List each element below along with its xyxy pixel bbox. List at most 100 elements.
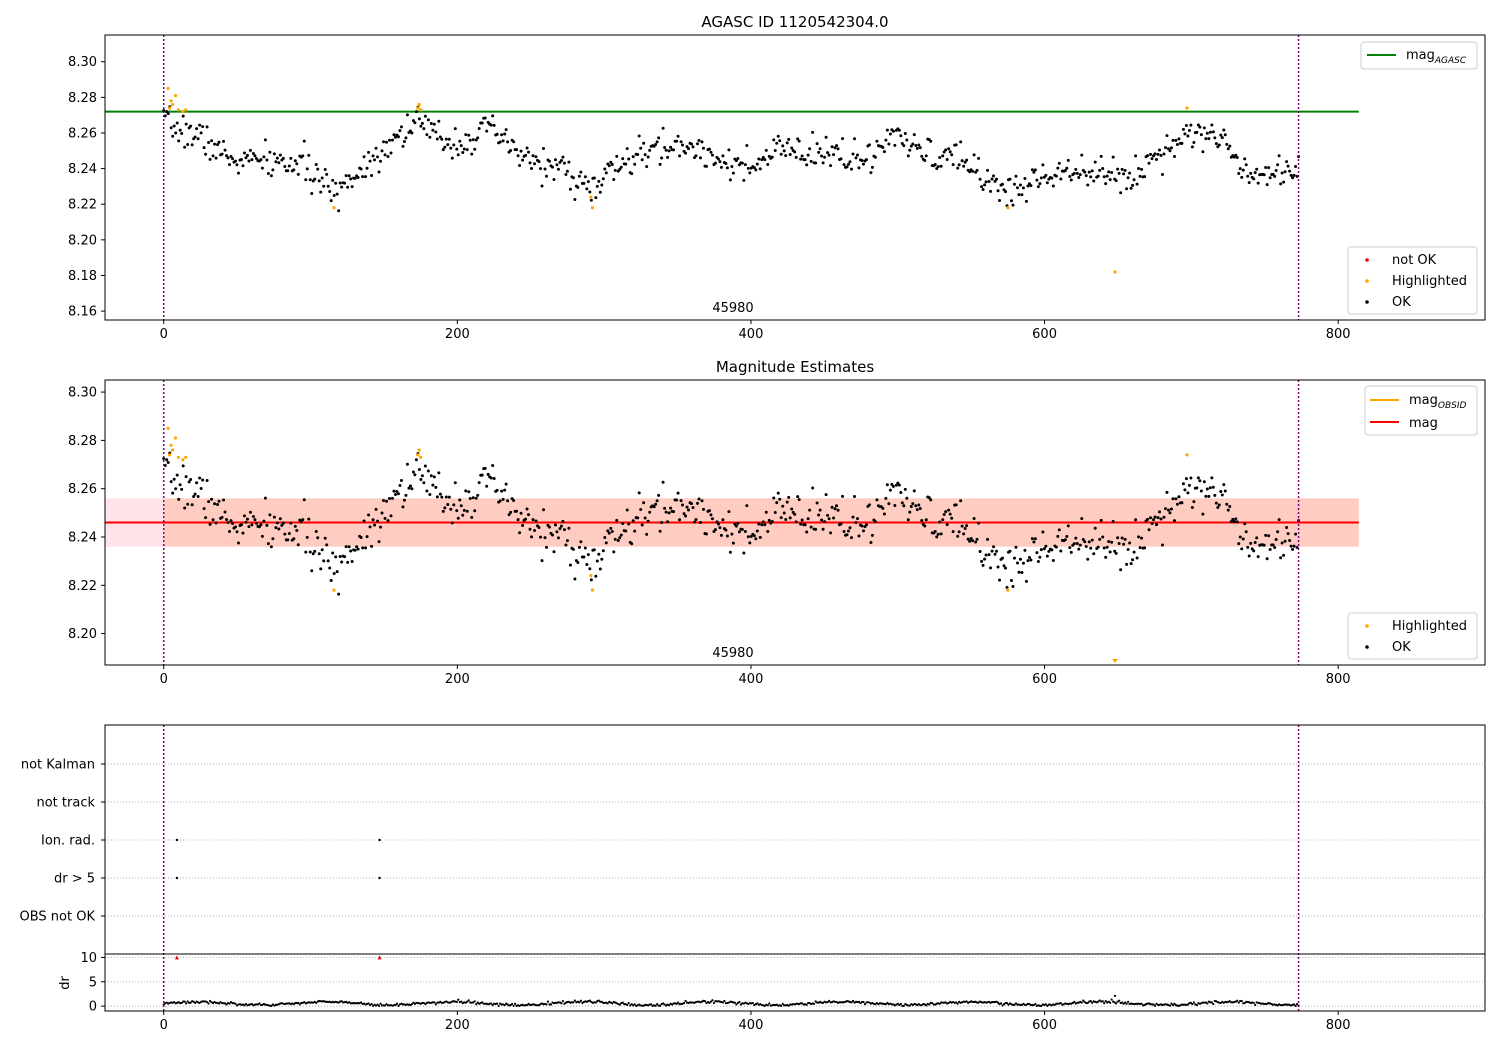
ok-point bbox=[918, 506, 922, 510]
flag-label: not Kalman bbox=[21, 758, 95, 773]
ok-point bbox=[811, 130, 815, 134]
ok-point bbox=[537, 160, 541, 164]
ok-point bbox=[627, 522, 631, 526]
ok-point bbox=[797, 139, 801, 143]
dr-point bbox=[467, 999, 470, 1002]
dr-point bbox=[1252, 1001, 1255, 1005]
ok-point bbox=[1050, 548, 1054, 552]
ok-point bbox=[471, 496, 475, 500]
ok-point bbox=[1276, 163, 1280, 167]
ok-point bbox=[823, 155, 827, 159]
dr-point bbox=[654, 1004, 657, 1007]
ok-point bbox=[983, 183, 987, 187]
ok-point bbox=[832, 153, 836, 157]
highlighted-point bbox=[590, 206, 595, 210]
ok-point bbox=[449, 507, 453, 511]
ok-point bbox=[169, 126, 173, 130]
ok-point bbox=[295, 162, 299, 166]
ok-point bbox=[790, 146, 794, 150]
ok-point bbox=[1090, 538, 1094, 542]
ok-point bbox=[319, 567, 323, 571]
ok-point bbox=[1143, 546, 1147, 550]
ok-point bbox=[1114, 179, 1118, 183]
ok-point bbox=[1199, 489, 1203, 493]
ok-point bbox=[978, 177, 982, 181]
dr-point bbox=[1254, 1003, 1257, 1006]
dr-point bbox=[902, 1004, 905, 1007]
highlighted-point bbox=[332, 588, 336, 592]
ok-point bbox=[900, 501, 904, 505]
ok-point bbox=[938, 520, 942, 524]
ok-point bbox=[1219, 133, 1223, 137]
ok-point bbox=[950, 153, 954, 157]
ok-point bbox=[619, 533, 623, 537]
ok-point bbox=[539, 535, 543, 539]
ok-point bbox=[464, 133, 468, 137]
ok-point bbox=[462, 147, 466, 151]
dr-point bbox=[1186, 1003, 1190, 1006]
dr-point bbox=[925, 1004, 928, 1007]
x-tick-label: 400 bbox=[739, 327, 764, 342]
ok-point bbox=[515, 509, 519, 513]
ok-point bbox=[452, 143, 456, 147]
ok-point bbox=[1159, 153, 1163, 157]
ok-point bbox=[573, 198, 577, 202]
ok-point bbox=[386, 519, 390, 523]
ok-point bbox=[882, 150, 886, 154]
ok-point bbox=[1163, 146, 1167, 150]
ok-point bbox=[987, 180, 991, 184]
ok-point bbox=[687, 508, 691, 512]
ok-point bbox=[779, 152, 783, 156]
ok-point bbox=[996, 565, 1000, 569]
ok-point bbox=[259, 523, 263, 527]
ok-point bbox=[359, 167, 363, 171]
ok-point bbox=[746, 535, 750, 539]
ok-point bbox=[848, 526, 852, 530]
ok-point bbox=[1069, 178, 1073, 182]
ok-point bbox=[1018, 557, 1022, 561]
ok-point bbox=[909, 505, 913, 509]
ok-point bbox=[440, 137, 444, 141]
ok-point bbox=[184, 475, 188, 479]
ok-point bbox=[681, 143, 685, 147]
ok-point bbox=[461, 513, 465, 517]
ok-point bbox=[604, 541, 608, 545]
ok-point bbox=[1172, 519, 1176, 523]
ok-point bbox=[799, 157, 803, 161]
dr-point bbox=[1210, 1001, 1213, 1004]
ok-point bbox=[1175, 142, 1179, 146]
ok-point bbox=[660, 156, 664, 160]
dr-point bbox=[1007, 1003, 1010, 1006]
ok-point bbox=[782, 149, 786, 153]
ok-point bbox=[1092, 179, 1096, 183]
ok-point bbox=[935, 535, 939, 539]
dr-point bbox=[207, 1002, 210, 1005]
ok-point bbox=[319, 190, 323, 194]
ok-point bbox=[519, 511, 523, 515]
ok-point bbox=[1286, 532, 1290, 536]
ok-point bbox=[271, 168, 275, 172]
ok-point bbox=[468, 497, 472, 501]
ok-point bbox=[667, 511, 671, 515]
ok-point bbox=[205, 125, 209, 129]
dr-point bbox=[1171, 1003, 1175, 1007]
ok-point bbox=[401, 144, 405, 148]
ok-point bbox=[947, 508, 951, 512]
ok-point bbox=[1036, 559, 1040, 563]
ok-point bbox=[1122, 542, 1126, 546]
ok-point bbox=[1155, 523, 1159, 527]
highlighted-point bbox=[419, 108, 423, 112]
dr-point bbox=[705, 1001, 708, 1005]
dr-point bbox=[813, 1002, 816, 1005]
ok-point bbox=[760, 158, 764, 162]
ok-point bbox=[247, 525, 251, 529]
ok-point bbox=[954, 503, 958, 507]
ok-point bbox=[1087, 170, 1091, 174]
dr-point bbox=[627, 1001, 630, 1005]
ok-point bbox=[187, 480, 191, 484]
ok-point bbox=[223, 510, 227, 514]
ok-point bbox=[713, 161, 717, 165]
ok-point bbox=[325, 543, 329, 547]
ok-point bbox=[404, 136, 408, 140]
ok-point bbox=[1211, 485, 1215, 489]
